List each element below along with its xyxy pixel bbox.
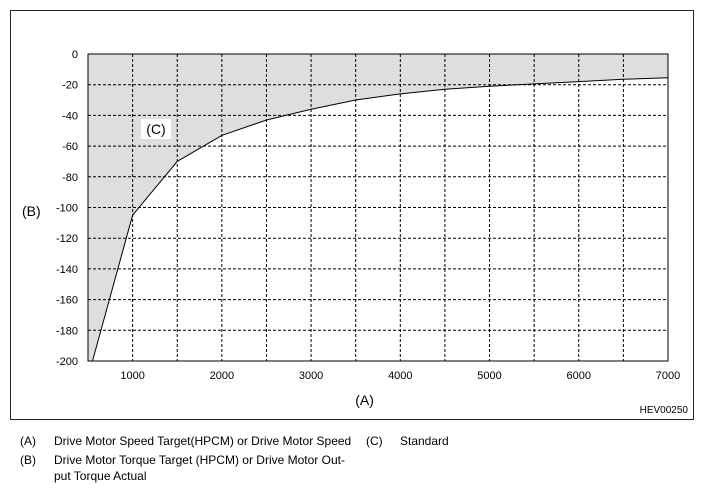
standard-area (88, 54, 668, 361)
legend-item-a: (A) Drive Motor Speed Target(HPCM) or Dr… (20, 433, 380, 449)
chart-frame (10, 10, 694, 420)
x-tick-label: 1000 (120, 370, 144, 382)
y-tick-label: -100 (56, 203, 78, 215)
legend-item-c: (C) Standard (366, 433, 486, 449)
x-tick-label: 4000 (388, 370, 412, 382)
area-label-box (141, 119, 171, 139)
legend-key-b: (B) (20, 453, 36, 467)
y-tick-label: -140 (56, 264, 78, 276)
legend-text-c: Standard (400, 434, 449, 448)
y-tick-label: 0 (72, 49, 78, 61)
legend-text-b-line1: Drive Motor Torque Target (HPCM) or Driv… (54, 453, 345, 467)
y-tick-label: -60 (62, 141, 78, 153)
series-line (92, 77, 669, 362)
x-tick-label: 7000 (656, 370, 680, 382)
legend-key-a: (A) (20, 434, 36, 448)
y-axis-label: (B) (22, 203, 41, 219)
figure-code: HEV00250 (639, 405, 688, 416)
legend-item-b: (B) Drive Motor Torque Target (HPCM) or … (20, 452, 380, 484)
x-tick-label: 2000 (210, 370, 234, 382)
legend-key-c: (C) (366, 434, 383, 448)
legend-text-b-line2: put Torque Actual (54, 469, 147, 483)
x-tick-label: 3000 (299, 370, 323, 382)
y-tick-label: -20 (62, 80, 78, 92)
y-tick-label: -200 (56, 356, 78, 368)
y-tick-label: -180 (56, 325, 78, 337)
x-axis-label: (A) (355, 392, 374, 408)
y-tick-label: -40 (62, 110, 78, 122)
plot-border (87, 53, 669, 362)
x-tick-label: 5000 (477, 370, 501, 382)
legend-text-a: Drive Motor Speed Target(HPCM) or Drive … (54, 434, 352, 448)
x-tick-label: 6000 (567, 370, 591, 382)
area-label: (C) (146, 121, 165, 137)
y-tick-label: -160 (56, 295, 78, 307)
y-tick-label: -120 (56, 233, 78, 245)
y-tick-label: -80 (62, 172, 78, 184)
